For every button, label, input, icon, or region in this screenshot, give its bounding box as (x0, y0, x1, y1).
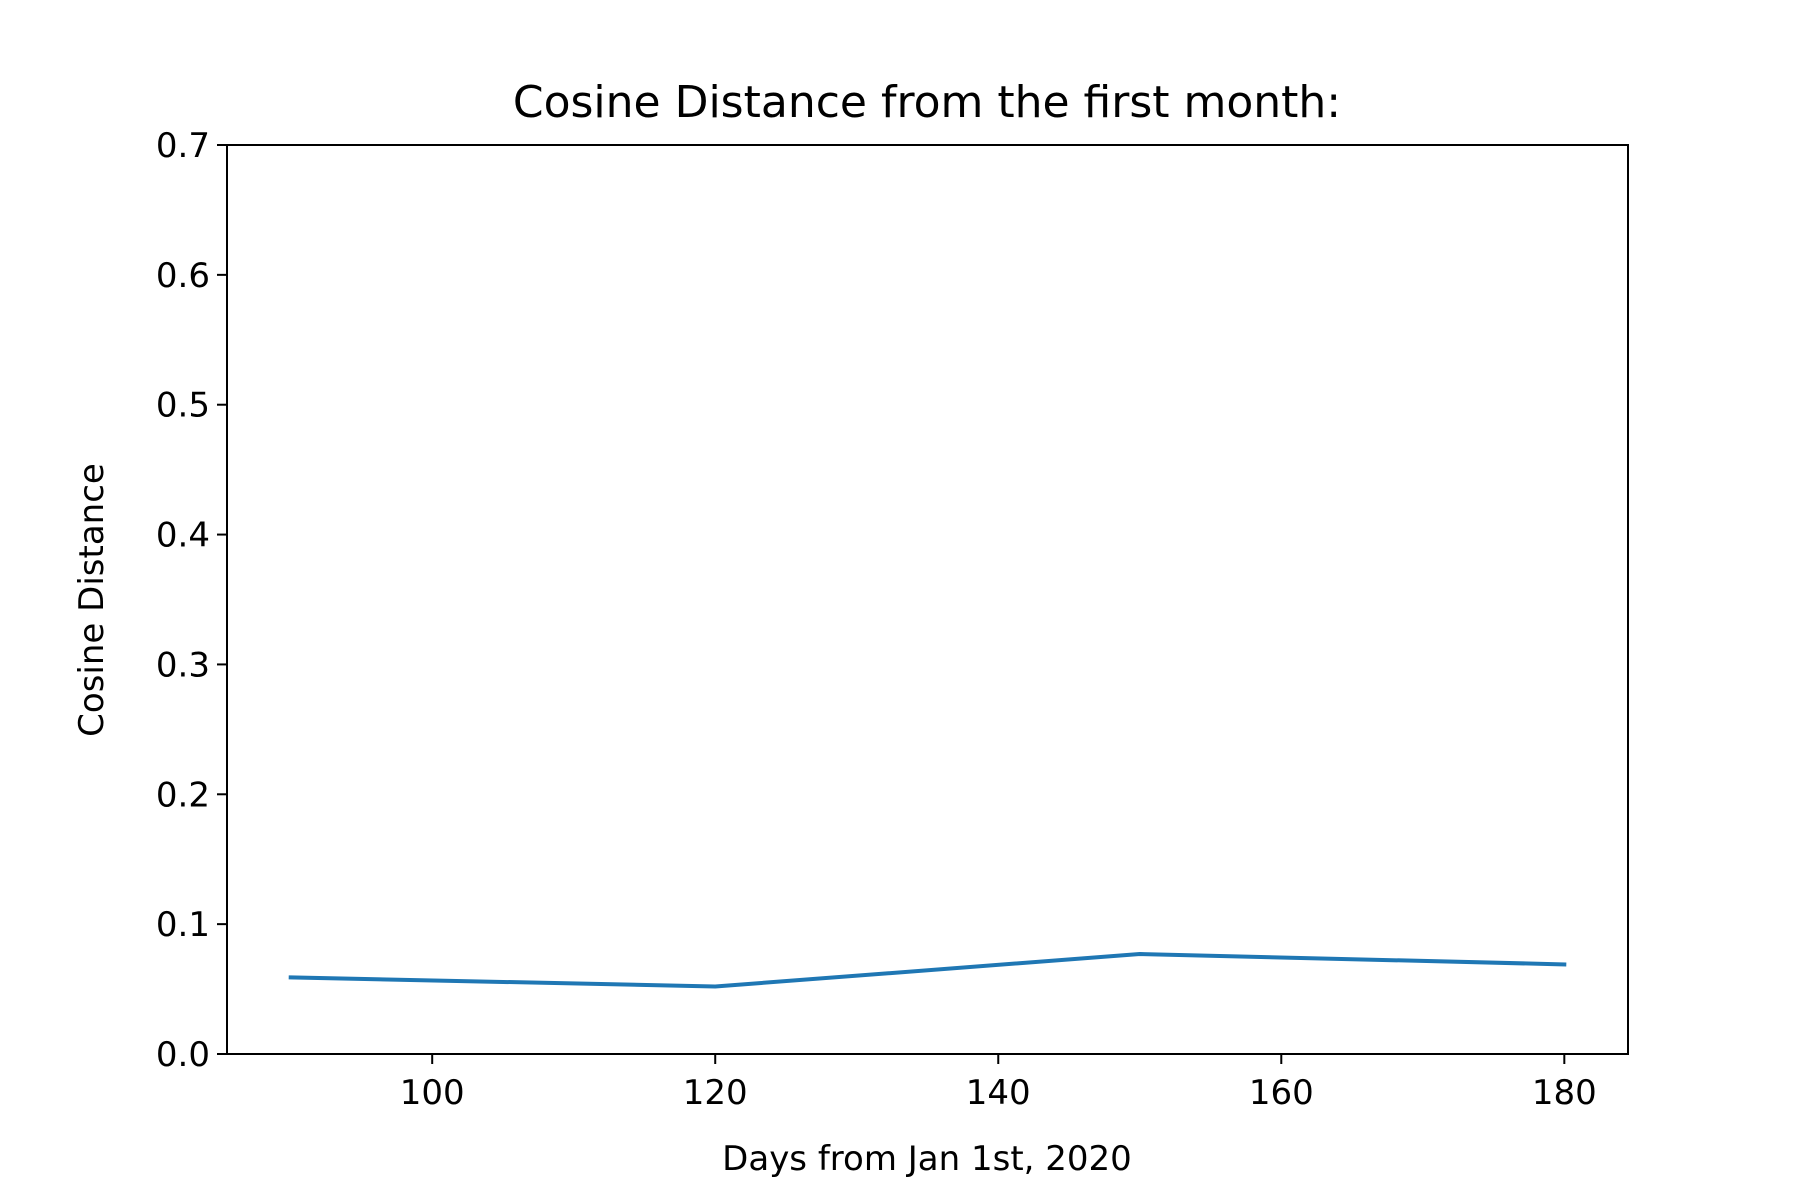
y-tick-label: 0.1 (156, 905, 210, 945)
plot-lines (288, 952, 1567, 989)
series-line (288, 952, 1567, 989)
y-axis-label: Cosine Distance (72, 463, 112, 737)
x-tick-label: 120 (683, 1073, 748, 1113)
x-axis-label: Days from Jan 1st, 2020 (722, 1139, 1132, 1179)
x-tick-label: 180 (1532, 1073, 1597, 1113)
y-tick-label: 0.6 (156, 256, 210, 296)
y-tick-label: 0.2 (156, 775, 210, 815)
x-tick-label: 140 (966, 1073, 1031, 1113)
chart-title: Cosine Distance from the first month: (513, 77, 1341, 128)
y-tick-label: 0.7 (156, 126, 210, 166)
y-tick-label: 0.4 (156, 516, 210, 556)
y-axis-ticks: 0.0 0.1 0.2 0.3 0.4 0.5 0.6 0.7 (156, 126, 227, 1075)
x-axis-ticks: 100 120 140 160 180 (400, 1054, 1597, 1113)
x-tick-label: 160 (1249, 1073, 1314, 1113)
y-tick-label: 0.3 (156, 645, 210, 685)
plot-frame (226, 144, 1629, 1055)
x-tick-label: 100 (400, 1073, 465, 1113)
y-tick-label: 0.5 (156, 386, 210, 426)
y-tick-label: 0.0 (156, 1035, 210, 1075)
